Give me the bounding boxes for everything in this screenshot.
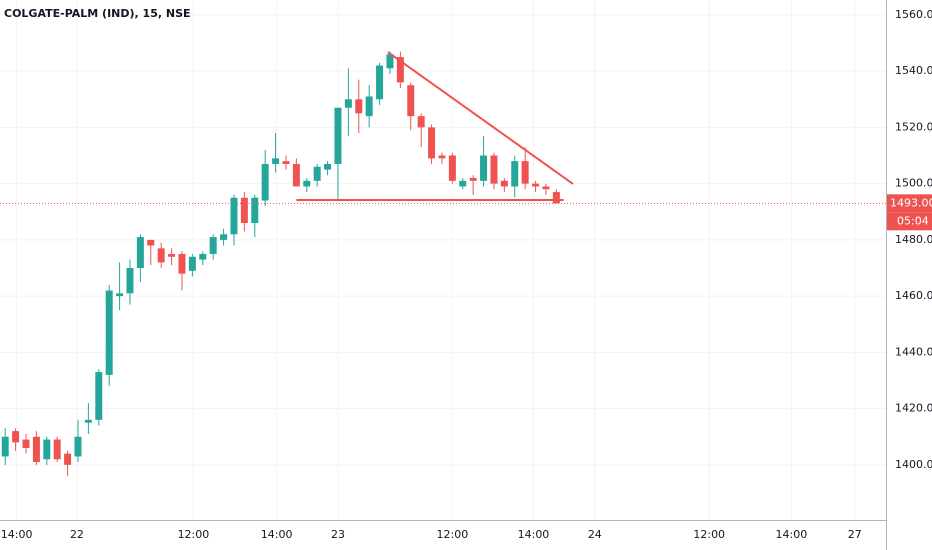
candle-body — [272, 158, 280, 164]
candle-body — [396, 57, 404, 83]
candle-body — [407, 85, 415, 117]
candle-body — [355, 99, 363, 114]
candle-body — [480, 155, 488, 181]
candle-body — [64, 453, 72, 465]
x-tick-label: 23 — [331, 528, 345, 541]
candle-body — [261, 163, 269, 201]
candle-body — [168, 253, 176, 257]
y-tick-label: 1400.00 — [895, 458, 932, 471]
x-tick-label: 14:00 — [776, 528, 808, 541]
candle-body — [178, 253, 186, 274]
candle-body — [22, 439, 30, 449]
candle-body — [324, 163, 332, 170]
candle-body — [84, 419, 92, 423]
candle-body — [386, 54, 394, 69]
y-tick-label: 1560.00 — [895, 8, 932, 21]
candle-body — [43, 439, 51, 460]
candle-body — [240, 197, 248, 224]
candle-body — [95, 372, 103, 420]
candle-body — [292, 163, 300, 187]
x-tick-label: 12:00 — [693, 528, 725, 541]
y-tick-label: 1460.00 — [895, 289, 932, 302]
candle-body — [251, 197, 259, 224]
candle-body — [136, 237, 144, 269]
candle-body — [490, 155, 498, 184]
candle-body — [542, 186, 550, 190]
candle-body — [199, 253, 207, 260]
candle-body — [459, 180, 467, 187]
y-tick-label: 1540.00 — [895, 64, 932, 77]
candle-body — [500, 180, 508, 187]
candle-body — [552, 192, 560, 204]
trend-line — [387, 51, 574, 185]
candle-body — [448, 155, 456, 181]
y-tick-label: 1480.00 — [895, 233, 932, 246]
last-price-label: 1493.00 — [890, 196, 932, 209]
y-tick-label: 1420.00 — [895, 402, 932, 415]
x-tick-label: 24 — [588, 528, 602, 541]
candle-body — [428, 127, 436, 159]
candle-body — [126, 268, 134, 294]
candle-body — [53, 439, 61, 460]
candle-body — [282, 161, 290, 164]
candle-body — [376, 65, 384, 100]
candle-body — [365, 96, 373, 117]
candle-body — [313, 166, 321, 181]
candle-body — [438, 155, 446, 159]
candle-body — [105, 290, 113, 375]
x-tick-label: 12:00 — [437, 528, 469, 541]
x-tick-label: 12:00 — [178, 528, 210, 541]
candle-body — [1, 436, 9, 457]
chart-title: COLGATE-PALM (IND), 15, NSE — [4, 7, 191, 20]
candle-body — [230, 197, 238, 235]
candle-body — [532, 183, 540, 187]
candle-body — [344, 99, 352, 108]
x-tick-label: 27 — [848, 528, 862, 541]
candle-body — [521, 161, 529, 184]
candle-body — [12, 431, 20, 443]
candle-body — [147, 239, 155, 246]
candle-body — [32, 436, 40, 463]
x-tick-label: 22 — [70, 528, 84, 541]
countdown-badge — [887, 212, 932, 231]
y-tick-label: 1520.00 — [895, 120, 932, 133]
candle-body — [511, 161, 519, 187]
candle-body — [220, 234, 228, 240]
last-price-badge — [887, 194, 932, 213]
y-tick-label: 1440.00 — [895, 345, 932, 358]
candle-body — [157, 248, 165, 263]
candle-body — [303, 180, 311, 187]
candle-body — [334, 107, 342, 164]
candle-body — [116, 293, 124, 297]
candle-body — [74, 436, 82, 457]
y-tick-label: 1500.00 — [895, 177, 932, 190]
candle-body — [188, 256, 196, 271]
candle-body — [209, 237, 217, 254]
candle-body — [469, 178, 477, 181]
candle-body — [417, 116, 425, 128]
x-tick-label: 14:00 — [1, 528, 33, 541]
countdown-label: 05:04 — [897, 214, 929, 227]
x-tick-label: 14:00 — [261, 528, 293, 541]
x-tick-label: 14:00 — [518, 528, 550, 541]
